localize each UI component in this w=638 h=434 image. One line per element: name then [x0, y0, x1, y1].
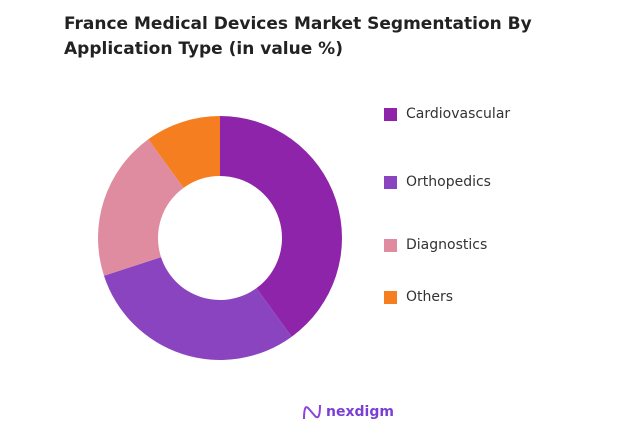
legend-label: Others	[406, 289, 454, 305]
slice-diagnostics	[97, 139, 184, 276]
slice-cardiovascular	[220, 116, 342, 337]
legend-swatch	[384, 175, 397, 189]
legend-item-cardiovascular: Cardiovascular	[384, 106, 510, 122]
legend-swatch	[384, 238, 397, 252]
legend-item-others: Others	[384, 289, 453, 305]
nexdigm-logo: nexdigm	[302, 403, 394, 421]
logo-text: nexdigm	[326, 404, 394, 420]
chart-title: France Medical Devices Market Segmentati…	[64, 14, 532, 59]
legend-label: Orthopedics	[406, 174, 491, 190]
legend-swatch	[384, 107, 397, 121]
legend-label: Diagnostics	[406, 237, 488, 253]
nexdigm-logo-icon	[303, 404, 321, 420]
slice-orthopedics	[103, 257, 292, 360]
legend-label: Cardiovascular	[406, 106, 511, 122]
legend-item-diagnostics: Diagnostics	[384, 237, 487, 253]
legend-item-orthopedics: Orthopedics	[384, 174, 491, 190]
legend-swatch	[384, 290, 397, 304]
slice-others	[148, 116, 220, 188]
